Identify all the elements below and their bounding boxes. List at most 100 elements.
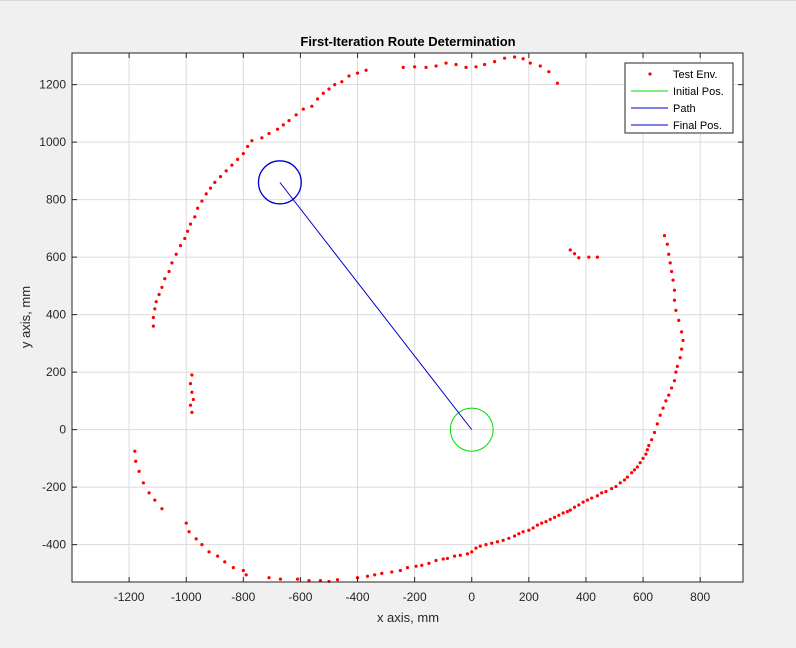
test-env-point xyxy=(151,315,155,320)
test-env-point xyxy=(674,370,678,374)
test-env-point xyxy=(595,494,599,498)
test-env-point xyxy=(434,558,438,563)
test-env-point xyxy=(318,578,323,583)
test-env-point xyxy=(420,563,424,567)
test-env-point xyxy=(517,532,521,536)
test-env-point xyxy=(548,517,552,521)
test-env-point xyxy=(414,564,418,568)
test-env-point xyxy=(495,540,500,544)
test-env-point xyxy=(671,278,675,282)
test-env-point xyxy=(137,469,141,473)
test-env-point xyxy=(250,139,254,143)
test-env-point xyxy=(572,505,577,509)
test-env-point xyxy=(614,484,618,489)
test-env-point xyxy=(200,543,204,547)
test-env-point xyxy=(474,546,478,550)
test-env-point xyxy=(380,571,384,575)
test-env-point xyxy=(658,413,662,417)
test-env-point xyxy=(365,574,370,578)
test-env-point xyxy=(595,255,599,259)
legend[interactable]: Test Env. Initial Pos. Path Final Pos. xyxy=(624,62,734,134)
test-env-point xyxy=(655,422,659,426)
test-env-point xyxy=(465,552,470,556)
test-env-point xyxy=(674,308,678,312)
test-env-point xyxy=(315,97,320,101)
y-tick-label: -400 xyxy=(42,538,66,552)
test-env-point xyxy=(193,215,197,219)
test-env-point xyxy=(552,515,557,519)
test-env-point xyxy=(464,65,468,69)
test-env-point xyxy=(153,307,157,311)
test-env-point xyxy=(335,578,340,582)
test-env-point xyxy=(641,456,645,460)
test-env-point xyxy=(190,373,194,377)
test-env-point xyxy=(521,530,525,534)
test-env-point xyxy=(275,127,280,131)
test-env-point xyxy=(454,62,458,67)
test-env-point xyxy=(398,568,402,573)
test-env-point xyxy=(310,104,314,108)
test-env-point xyxy=(604,489,608,494)
test-env-point xyxy=(490,541,494,545)
test-env-point xyxy=(188,382,193,386)
test-env-point xyxy=(188,222,193,226)
test-env-point xyxy=(444,61,448,65)
test-env-point xyxy=(647,443,651,448)
test-env-point xyxy=(610,486,614,491)
test-env-point xyxy=(278,577,283,581)
test-env-point xyxy=(470,550,474,554)
test-env-point xyxy=(572,252,577,256)
y-tick-label: 800 xyxy=(46,193,66,207)
test-env-point xyxy=(672,288,677,292)
test-env-point xyxy=(151,324,155,328)
x-tick-label: 800 xyxy=(690,590,710,604)
test-env-point xyxy=(652,430,657,435)
test-env-point xyxy=(188,403,193,407)
chart-title: First-Iteration Route Determination xyxy=(300,34,515,49)
test-env-point xyxy=(373,573,377,577)
path-line xyxy=(279,182,473,430)
test-env-point xyxy=(153,498,157,502)
test-env-point xyxy=(267,576,271,580)
test-env-point xyxy=(458,553,462,557)
test-env-point xyxy=(294,113,298,117)
test-env-point xyxy=(196,206,200,210)
test-env-point xyxy=(213,180,217,184)
plot-area[interactable] xyxy=(72,53,743,582)
x-tick-label: -1200 xyxy=(114,590,145,604)
test-env-point xyxy=(677,318,681,322)
test-env-point xyxy=(207,550,211,554)
test-env-point xyxy=(681,338,685,343)
test-env-point xyxy=(401,65,405,69)
test-env-point xyxy=(355,71,360,75)
test-env-point xyxy=(665,242,669,246)
test-env-point xyxy=(668,261,672,265)
y-tick-label: 200 xyxy=(46,365,66,379)
test-env-point xyxy=(565,509,569,514)
test-env-point xyxy=(184,521,188,525)
test-env-point xyxy=(680,330,684,334)
test-env-point xyxy=(301,107,305,111)
test-env-point xyxy=(194,537,198,541)
test-env-point xyxy=(327,87,331,91)
test-env-point xyxy=(492,60,497,64)
y-tick-label: 0 xyxy=(59,423,66,437)
test-env-point xyxy=(321,91,325,95)
test-env-point xyxy=(141,481,145,485)
test-env-point xyxy=(445,556,450,561)
y-tick-label: 1000 xyxy=(39,135,66,149)
test-env-point xyxy=(260,136,264,140)
test-env-point xyxy=(540,521,544,525)
test-env-point xyxy=(632,468,637,472)
test-env-point xyxy=(167,269,171,274)
test-env-point xyxy=(241,568,245,573)
test-env-point xyxy=(347,74,351,78)
test-env-point xyxy=(644,452,648,456)
test-env-point xyxy=(577,256,581,260)
test-env-point xyxy=(231,566,235,570)
legend-box xyxy=(624,62,734,134)
plot-frame xyxy=(71,52,744,583)
test-env-point xyxy=(307,578,311,583)
test-env-point xyxy=(645,448,649,452)
